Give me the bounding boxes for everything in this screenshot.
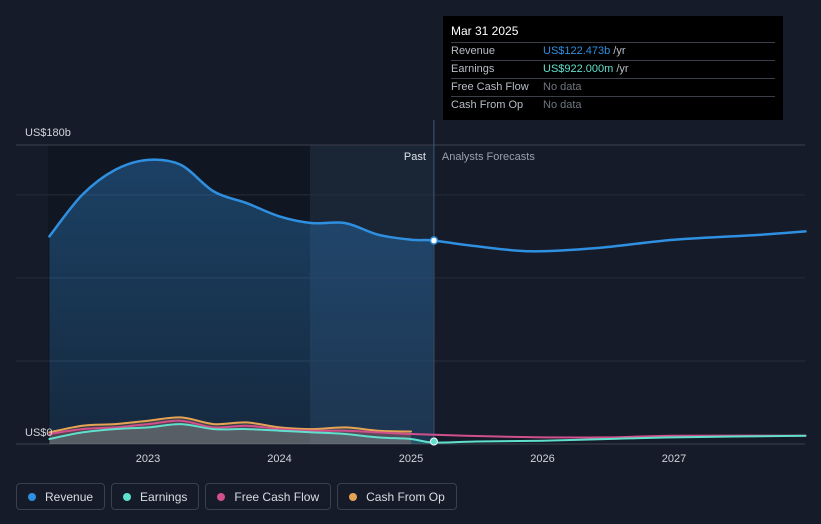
y-axis-top-label: US$180b [25, 127, 71, 139]
legend-label: Earnings [140, 489, 188, 504]
tooltip-row: Revenue US$122.473b/yr [451, 42, 775, 60]
tooltip-date: Mar 31 2025 [451, 24, 519, 38]
x-tick-2026: 2026 [530, 453, 554, 465]
revenue-line [48, 158, 807, 253]
legend-item-revenue[interactable]: Revenue [16, 483, 106, 510]
legend-item-free-cash-flow[interactable]: Free Cash Flow [205, 483, 332, 510]
legend-dot-icon [217, 492, 226, 501]
revenue-area [49, 159, 433, 444]
legend-label: Revenue [45, 489, 94, 504]
tooltip-unit: /yr [616, 63, 629, 75]
tooltip-label: Cash From Op [451, 99, 524, 111]
x-tick-2025: 2025 [399, 453, 423, 465]
tooltip-label: Revenue [451, 45, 496, 57]
legend-item-earnings[interactable]: Earnings [111, 483, 200, 510]
earnings-line [48, 423, 807, 444]
free-cash-flow-line [48, 419, 807, 439]
legend-item-cash-from-op[interactable]: Cash From Op [337, 483, 457, 510]
tooltip-label: Earnings [451, 63, 495, 75]
legend-label: Free Cash Flow [234, 489, 320, 504]
legend: Revenue Earnings Free Cash Flow Cash From O… [16, 483, 457, 510]
tooltip-row: Cash From Op No data [451, 96, 775, 114]
tooltip-value: No data [543, 99, 582, 111]
legend-dot-icon [349, 492, 358, 501]
x-tick-2024: 2024 [267, 453, 291, 465]
tooltip-value: US$922.000m [543, 63, 614, 75]
legend-label: Cash From Op [366, 489, 445, 504]
tooltip-row: Earnings US$922.000m/yr [451, 60, 775, 78]
tooltip-row: Free Cash Flow No data [451, 78, 775, 96]
tooltip-value: No data [543, 81, 582, 93]
tooltip: Mar 31 2025 Revenue US$122.473b/yr Earning… [443, 16, 783, 120]
tooltip-unit: /yr [613, 45, 626, 57]
x-tick-2027: 2027 [662, 453, 686, 465]
cash-from-op-line [48, 416, 412, 434]
past-label: Past [404, 151, 426, 163]
legend-dot-icon [123, 492, 132, 501]
legend-dot-icon [28, 492, 36, 501]
tooltip-label: Free Cash Flow [451, 81, 529, 93]
earnings-marker [429, 437, 438, 446]
earnings-area [49, 424, 433, 444]
revenue-marker [429, 236, 439, 245]
tooltip-value: US$122.473b [543, 45, 611, 57]
forecast-label: Analysts Forecasts [442, 151, 535, 163]
x-tick-2023: 2023 [136, 453, 160, 465]
y-axis-bottom-label: US$0 [25, 427, 53, 439]
free-cash-flow-area [49, 420, 412, 444]
